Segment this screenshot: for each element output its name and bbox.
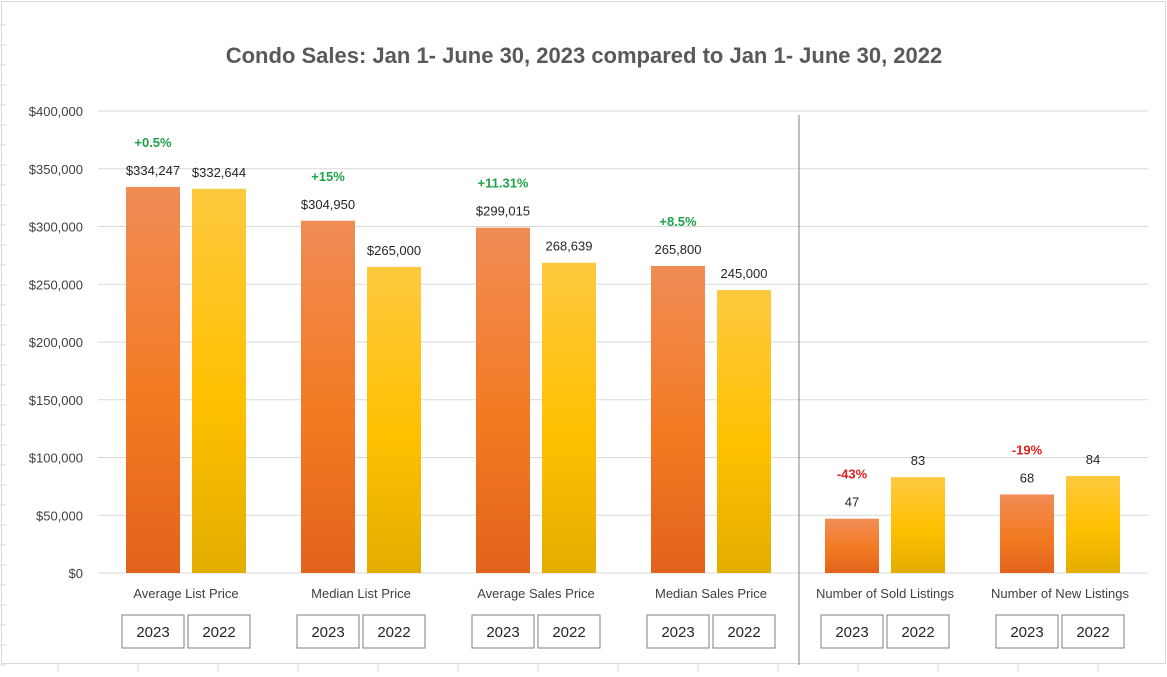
y-axis: $0 $50,000 $100,000 $150,000 $200,000 $250,00… [29, 104, 83, 581]
data-label: $334,247 [126, 163, 180, 178]
category-label: Number of New Listings [991, 586, 1129, 601]
data-labels: $334,247 $332,644 +0.5% $304,950 $265,000 +15… [126, 135, 1100, 510]
data-label: 245,000 [721, 266, 768, 281]
y-tick-label: $200,000 [29, 335, 83, 350]
y-tick-label: $250,000 [29, 277, 83, 292]
year-label: 2023 [486, 624, 519, 641]
year-label: 2023 [311, 624, 344, 641]
year-label: 2023 [835, 624, 868, 641]
year-box [712, 614, 776, 649]
change-annotation: -19% [1012, 442, 1043, 457]
y-gridlines [98, 110, 1148, 574]
year-label: 2023 [661, 624, 694, 641]
year-box [187, 614, 251, 649]
chart-title: Condo Sales: Jan 1- June 30, 2023 compar… [226, 43, 943, 68]
bar-2023 [476, 227, 530, 573]
year-label: 2022 [1076, 624, 1109, 641]
data-label: 268,639 [546, 239, 593, 254]
bar-2023 [825, 518, 879, 573]
y-tick-label: $100,000 [29, 451, 83, 466]
bars [126, 186, 1120, 574]
data-label: 84 [1086, 452, 1100, 467]
y-tick-label: $300,000 [29, 220, 83, 235]
y-tick-label: $350,000 [29, 162, 83, 177]
year-label: 2023 [136, 624, 169, 641]
bar-2023 [651, 266, 705, 573]
change-annotation: +8.5% [659, 214, 697, 229]
bar-2022 [891, 477, 945, 573]
data-label: $265,000 [367, 243, 421, 258]
year-label: 2023 [1010, 624, 1043, 641]
change-annotation: -43% [837, 467, 868, 482]
year-label: 2022 [202, 624, 235, 641]
year-box [820, 614, 884, 649]
data-label: 68 [1020, 470, 1034, 485]
y-tick-label: $400,000 [29, 104, 83, 119]
year-label: 2022 [552, 624, 585, 641]
year-box [362, 614, 426, 649]
bar-2023 [1000, 494, 1054, 573]
year-box [646, 614, 710, 649]
year-box [296, 614, 360, 649]
bar-2022 [717, 290, 771, 573]
category-label: Median Sales Price [655, 586, 767, 601]
bar-2023 [301, 220, 355, 573]
category-label: Median List Price [311, 586, 411, 601]
y-tick-label: $50,000 [36, 508, 83, 523]
category-label: Average Sales Price [477, 586, 595, 601]
year-box [537, 614, 601, 649]
x-axis: Average List Price 2023 2022 Median List Pr… [121, 586, 1129, 649]
data-label: $304,950 [301, 197, 355, 212]
change-annotation: +0.5% [134, 135, 172, 150]
change-annotation: +11.31% [478, 176, 529, 191]
data-label: $332,644 [192, 165, 246, 180]
category-label: Number of Sold Listings [816, 586, 955, 601]
year-box [995, 614, 1059, 649]
bar-2023 [126, 186, 180, 574]
data-label: $299,015 [476, 204, 530, 219]
year-label: 2022 [727, 624, 760, 641]
year-box [886, 614, 950, 649]
year-box [471, 614, 535, 649]
change-annotation: +15% [311, 169, 345, 184]
year-box [121, 614, 185, 649]
bar-2022 [542, 262, 596, 573]
year-label: 2022 [377, 624, 410, 641]
category-label: Average List Price [133, 586, 238, 601]
bar-2022 [367, 266, 421, 573]
bar-2022 [192, 188, 246, 573]
y-tick-label: $150,000 [29, 393, 83, 408]
data-label: 83 [911, 453, 925, 468]
year-box [1061, 614, 1125, 649]
y-tick-label: $0 [69, 566, 83, 581]
data-label: 47 [845, 495, 859, 510]
bar-2022 [1066, 475, 1120, 573]
data-label: 265,800 [655, 242, 702, 257]
year-label: 2022 [901, 624, 934, 641]
